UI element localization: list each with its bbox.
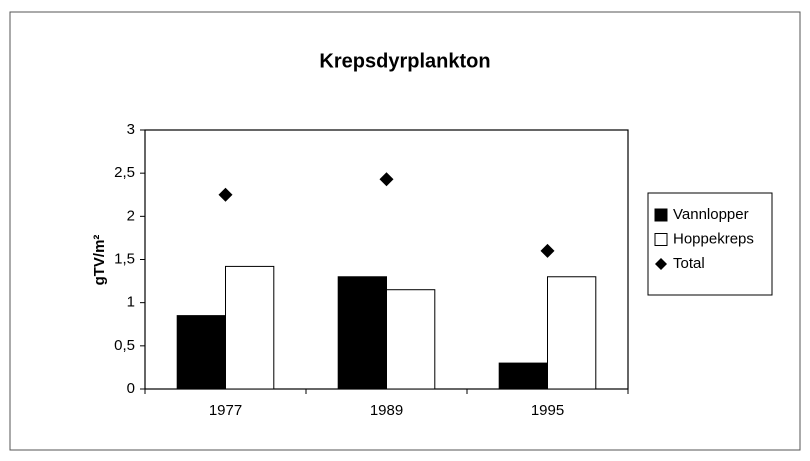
legend <box>647 192 773 296</box>
legend-swatch <box>655 258 667 270</box>
x-tick-label: 1977 <box>209 402 242 419</box>
y-tick-label: 2 <box>127 207 135 224</box>
legend-label: Vannlopper <box>673 206 749 223</box>
x-tick-label: 1995 <box>531 402 564 419</box>
legend-label: Hoppekreps <box>673 230 754 247</box>
chart-title: Krepsdyrplankton <box>319 50 490 72</box>
bar <box>547 276 597 390</box>
y-tick-label: 3 <box>127 121 135 138</box>
point <box>218 187 233 202</box>
y-tick-label: 0,5 <box>114 337 135 354</box>
bar <box>337 276 388 390</box>
y-axis-label: gTV/m² <box>91 235 108 286</box>
point <box>540 243 555 258</box>
point <box>379 172 394 187</box>
y-tick-label: 0 <box>127 380 135 397</box>
y-tick-label: 1,5 <box>114 250 135 267</box>
y-tick-label: 2,5 <box>114 164 135 181</box>
bar <box>498 362 549 390</box>
x-tick-label: 1989 <box>370 402 403 419</box>
legend-swatch <box>654 233 668 246</box>
bar <box>386 289 436 390</box>
bar <box>225 265 275 390</box>
legend-label: Total <box>673 255 705 272</box>
bar <box>176 315 226 390</box>
y-tick-label: 1 <box>127 294 135 311</box>
legend-swatch <box>654 208 668 222</box>
